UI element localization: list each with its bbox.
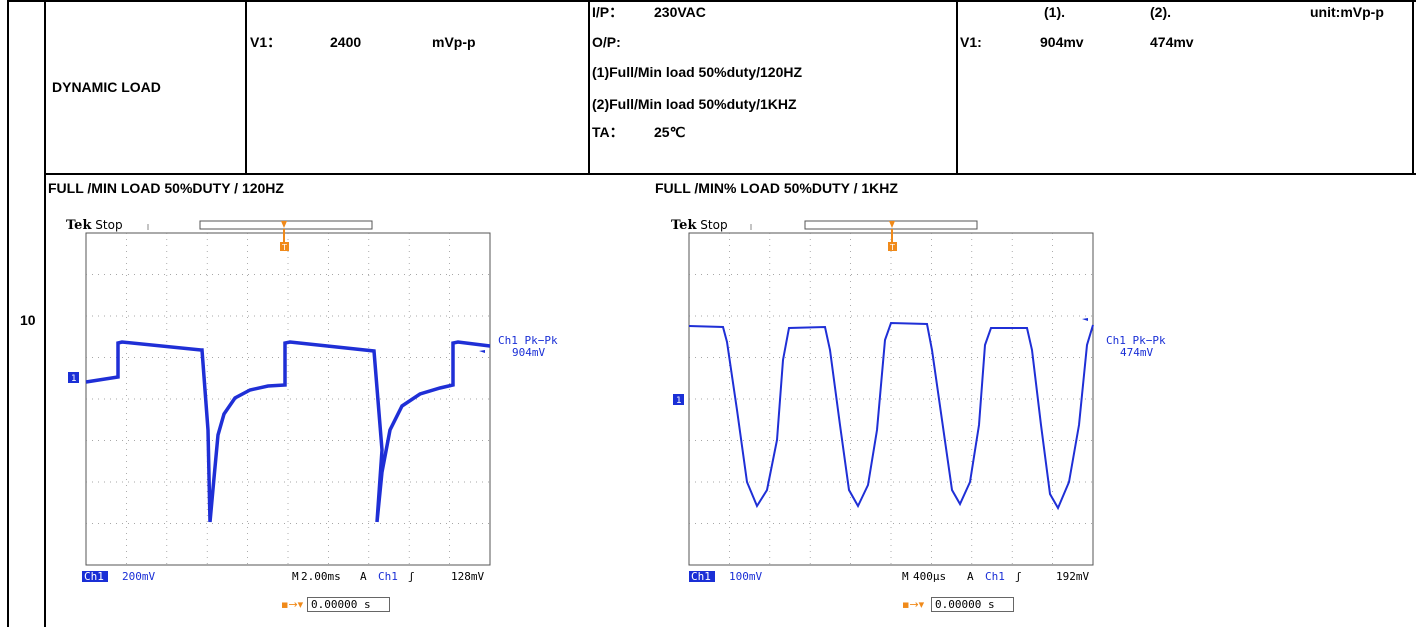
row-number: 10 <box>20 312 36 328</box>
channel-ground-marker <box>673 394 684 405</box>
ch1-label-box <box>82 571 108 582</box>
test-item-label: DYNAMIC LOAD <box>52 79 161 95</box>
result-channel: V1: <box>960 34 982 50</box>
op-label: O/P: <box>592 34 621 50</box>
acq-status: Stop <box>700 218 728 232</box>
time-prefix: M <box>292 570 299 583</box>
ip-label: I/P： <box>592 4 624 20</box>
tek-brand: Tek <box>66 218 92 233</box>
svg-text:T: T <box>281 243 287 252</box>
channel-ground-marker <box>68 372 79 383</box>
trigger-channel: Ch1 <box>985 570 1005 583</box>
ch1-label-box <box>689 571 715 582</box>
trigger-offset-icon: ▪→▾ <box>281 598 304 611</box>
trigger-marker-t <box>888 242 897 251</box>
ch1-label: Ch1 <box>691 570 711 583</box>
trigger-channel: Ch1 <box>378 570 398 583</box>
scope-2-caption: FULL /MIN% LOAD 50%DUTY / 1KHZ <box>655 180 898 196</box>
table-border-right <box>1412 0 1414 175</box>
waveform-trace <box>85 340 491 523</box>
table-border-left <box>7 0 9 627</box>
table-border-col2 <box>245 0 247 175</box>
result-val1: 904mv <box>1040 34 1084 50</box>
spec-channel: V1： <box>250 34 282 50</box>
trigger-level: 128mV <box>451 570 485 583</box>
time-div: 2.00ms <box>301 570 341 583</box>
tek-brand: Tek <box>671 218 697 233</box>
ta-value: 25℃ <box>654 124 686 140</box>
result-val2: 474mv <box>1150 34 1194 50</box>
ch1-pkpk-value: 474mV <box>1120 346 1154 359</box>
time-prefix: M <box>902 570 909 583</box>
result-col2: (2). <box>1150 4 1171 20</box>
waveform-trace <box>688 321 1094 511</box>
op-line-1: (1)Full/Min load 50%duty/120HZ <box>592 64 803 80</box>
svg-text:1: 1 <box>71 374 77 384</box>
graticule-grid <box>86 233 490 565</box>
table-border-top <box>7 0 1416 2</box>
volts-div: 100mV <box>729 570 763 583</box>
spec-value: 2400 <box>330 34 362 50</box>
tek-header: Tek Stop <box>66 218 123 233</box>
ch1-pkpk-label: Ch1 Pk−Pk <box>498 334 558 347</box>
trigger-marker-t <box>280 242 289 251</box>
spec-unit: mVp-p <box>432 34 476 50</box>
table-border-row <box>44 173 1416 175</box>
scope-2-display: T 1 <box>673 220 1094 582</box>
table-border-col4 <box>956 0 958 175</box>
table-border-col3 <box>588 0 590 175</box>
scope-screenshot-2: Tek Stop T 1 Ch1 Pk−Pk 474mV Ch1 100mV M… <box>665 210 1205 620</box>
table-border-col1 <box>44 0 46 627</box>
ch1-label: Ch1 <box>84 570 104 583</box>
ip-value: 230VAC <box>654 4 706 20</box>
trigger-prefix: A <box>967 570 974 583</box>
scope-screenshot-1: Tek Stop T 1 Ch1 Pk−Pk 904mV Ch1 200mV M… <box>60 210 600 620</box>
op-line-2: (2)Full/Min load 50%duty/1KHZ <box>592 96 797 112</box>
svg-text:T: T <box>889 243 895 252</box>
time-div: 400µs <box>913 570 947 583</box>
volts-div: 200mV <box>122 570 156 583</box>
scope-1-display: T 1 <box>68 220 491 582</box>
trigger-slope-icon: ʃ <box>408 570 415 583</box>
trigger-prefix: A <box>360 570 367 583</box>
ta-label: TA： <box>592 124 624 140</box>
trigger-slope-icon: ʃ <box>1015 570 1022 583</box>
pk-pk-arrow <box>479 350 485 353</box>
pk-pk-arrow <box>1082 318 1088 321</box>
trigger-position-marker <box>281 221 287 228</box>
ch1-pkpk-value: 904mV <box>512 346 546 359</box>
trigger-offset: 0.00000 s <box>307 597 390 612</box>
tek-header: Tek Stop <box>671 218 728 233</box>
trigger-offset: 0.00000 s <box>931 597 1014 612</box>
trigger-level: 192mV <box>1056 570 1090 583</box>
scope-1-caption: FULL /MIN LOAD 50%DUTY / 120HZ <box>48 180 284 196</box>
result-col1: (1). <box>1044 4 1065 20</box>
acq-status: Stop <box>95 218 123 232</box>
graticule-grid <box>689 233 1093 565</box>
svg-text:1: 1 <box>676 396 682 406</box>
result-unit: unit:mVp-p <box>1310 4 1384 20</box>
trigger-position-marker <box>889 221 895 228</box>
trigger-offset-icon: ▪→▾ <box>902 598 925 611</box>
ch1-pkpk-label: Ch1 Pk−Pk <box>1106 334 1166 347</box>
